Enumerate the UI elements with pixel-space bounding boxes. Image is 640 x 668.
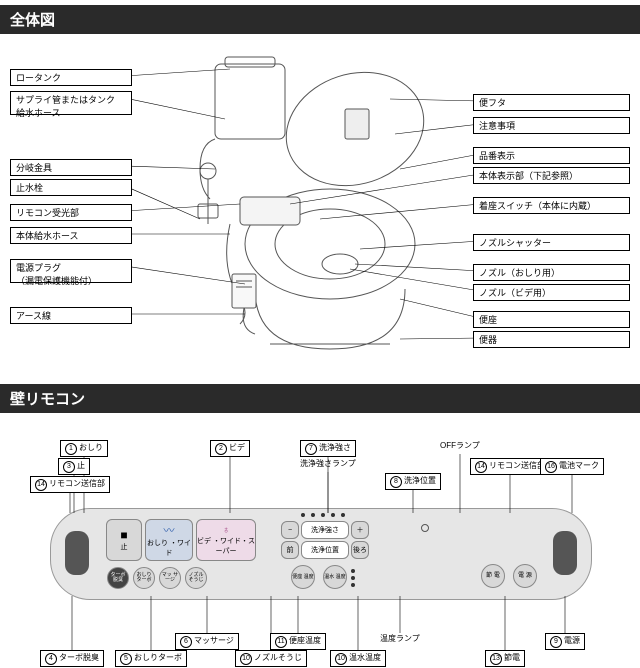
overall-label-right-0: 便フタ bbox=[473, 94, 630, 111]
overall-label-left-4: リモコン受光部 bbox=[10, 204, 132, 221]
btn-stop[interactable]: ■ 止 bbox=[106, 519, 142, 561]
remote-label: 10ノズルそうじ bbox=[235, 650, 307, 667]
remote-diagram: ■ 止 〰 おしり ・ワイド ♁ ビデ ・ワイド・スーパー ターボ 脱臭 おしり… bbox=[0, 418, 640, 668]
overall-label-left-2: 分岐金具 bbox=[10, 159, 132, 176]
remote-label: 14リモコン送信部 bbox=[470, 458, 550, 475]
overall-label-right-4: 着座スイッチ（本体に内蔵） bbox=[473, 197, 630, 214]
header-remote: 壁リモコン bbox=[0, 384, 640, 413]
overall-label-right-7: ノズル（ビデ用） bbox=[473, 284, 630, 301]
overall-label-left-5: 本体給水ホース bbox=[10, 227, 132, 244]
remote-label: 10温水温度 bbox=[330, 650, 386, 667]
btn-pos-front[interactable]: 前 bbox=[281, 541, 299, 559]
strength-lamps bbox=[301, 513, 345, 517]
ir-window-right bbox=[553, 531, 577, 575]
btn-pos-back[interactable]: 後ろ bbox=[351, 541, 369, 559]
overall-label-right-3: 本体表示部（下記参照） bbox=[473, 167, 630, 184]
remote-label: 11便座温度 bbox=[270, 633, 326, 650]
overall-label-right-1: 注意事項 bbox=[473, 117, 630, 134]
overall-label-left-1: サプライ管またはタンク給水ホース bbox=[10, 91, 132, 115]
remote-label: 5おしりターボ bbox=[115, 650, 187, 667]
overall-label-left-7: アース線 bbox=[10, 307, 132, 324]
remote-label: 8洗浄位置 bbox=[385, 473, 441, 490]
remote-label: 14リモコン送信部 bbox=[30, 476, 110, 493]
btn-turbo-deodor[interactable]: ターボ 脱臭 bbox=[107, 567, 129, 589]
lbl-wash-strength: 洗浄強さ bbox=[301, 521, 349, 539]
btn-nozzle-clean[interactable]: ノズル そうじ bbox=[185, 567, 207, 589]
remote-label: 洗浄強さランプ bbox=[300, 458, 356, 469]
overall-label-right-8: 便座 bbox=[473, 311, 630, 328]
overall-diagram: ロータンクサプライ管またはタンク給水ホース分岐金具止水栓リモコン受光部本体給水ホ… bbox=[0, 39, 640, 379]
remote-label: 16電池マーク bbox=[540, 458, 604, 475]
btn-power[interactable]: 電 源 bbox=[513, 564, 537, 588]
btn-wash-minus[interactable]: − bbox=[281, 521, 299, 539]
overall-label-right-5: ノズルシャッター bbox=[473, 234, 630, 251]
overall-label-right-9: 便器 bbox=[473, 331, 630, 348]
btn-wash-plus[interactable]: ＋ bbox=[351, 521, 369, 539]
remote-body: ■ 止 〰 おしり ・ワイド ♁ ビデ ・ワイド・スーパー ターボ 脱臭 おしり… bbox=[50, 508, 592, 600]
header-overall: 全体図 bbox=[0, 5, 640, 34]
remote-label: 1おしり bbox=[60, 440, 108, 457]
remote-label: 2ビデ bbox=[210, 440, 250, 457]
remote-label: 4ターボ脱臭 bbox=[40, 650, 104, 667]
btn-water-temp[interactable]: 温水 温度 bbox=[323, 565, 347, 589]
remote-label: OFFランプ bbox=[440, 440, 480, 451]
overall-label-right-2: 品番表示 bbox=[473, 147, 630, 164]
btn-bidet[interactable]: ♁ ビデ ・ワイド・スーパー bbox=[196, 519, 256, 561]
overall-label-left-6: 電源プラグ（漏電保護機能付） bbox=[10, 259, 132, 283]
lbl-wash-pos: 洗浄位置 bbox=[301, 541, 349, 559]
btn-oshiri[interactable]: 〰 おしり ・ワイド bbox=[145, 519, 193, 561]
overall-label-right-6: ノズル（おしり用） bbox=[473, 264, 630, 281]
ir-window-left bbox=[65, 531, 89, 575]
remote-label: 6マッサージ bbox=[175, 633, 239, 650]
btn-seat-temp[interactable]: 便座 温度 bbox=[291, 565, 315, 589]
temp-lamps bbox=[351, 569, 355, 587]
toilet-illustration bbox=[180, 49, 450, 359]
btn-oshiri-turbo[interactable]: おしり ターボ bbox=[133, 567, 155, 589]
remote-label: 温度ランプ bbox=[380, 633, 420, 644]
off-lamp bbox=[421, 524, 429, 532]
remote-label: 13節電 bbox=[485, 650, 525, 667]
btn-eco[interactable]: 節 電 bbox=[481, 564, 505, 588]
overall-label-left-0: ロータンク bbox=[10, 69, 132, 86]
remote-label: 9電源 bbox=[545, 633, 585, 650]
remote-label: 3止 bbox=[58, 458, 90, 475]
overall-label-left-3: 止水栓 bbox=[10, 179, 132, 196]
btn-massage[interactable]: マッ サージ bbox=[159, 567, 181, 589]
remote-label: 7洗浄強さ bbox=[300, 440, 356, 457]
